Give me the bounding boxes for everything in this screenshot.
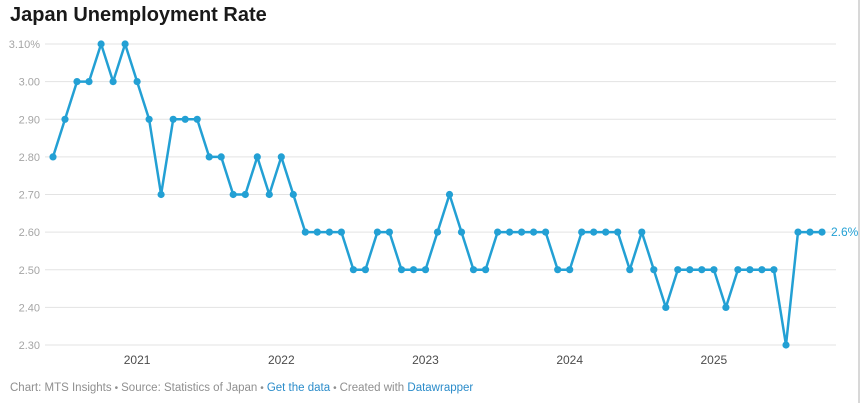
data-point[interactable] [445,190,454,199]
data-point[interactable] [433,228,442,236]
chart-credit: Chart: MTS Insights [10,382,112,394]
data-point[interactable] [361,266,369,274]
y-tick-label: 2.80 [19,152,40,164]
data-point[interactable] [710,266,718,274]
data-point[interactable] [121,40,129,48]
data-point[interactable] [506,228,514,236]
data-point[interactable] [686,266,694,274]
data-point[interactable] [554,266,562,274]
data-point[interactable] [782,341,790,349]
data-point[interactable] [61,115,69,123]
data-point[interactable] [133,78,141,86]
data-point[interactable] [277,153,285,161]
y-tick-label: 2.70 [19,190,40,202]
data-point[interactable] [169,115,177,123]
x-tick-label: 2023 [412,353,439,367]
data-point[interactable] [650,266,658,274]
data-point[interactable] [770,266,778,274]
data-point[interactable] [566,266,574,274]
source-credit: Source: Statistics of Japan [121,382,258,394]
data-point[interactable] [469,266,478,274]
data-point[interactable] [145,115,153,123]
data-point[interactable] [385,228,393,236]
data-point[interactable] [494,228,502,236]
data-point[interactable] [806,228,814,236]
y-tick-label: 2.90 [19,114,40,126]
y-tick-label: 2.30 [19,340,40,352]
data-point[interactable] [373,228,381,236]
y-tick-label: 3.00 [19,77,40,89]
data-point[interactable] [49,153,57,161]
data-point[interactable] [349,266,357,274]
y-tick-label: 2.50 [19,265,40,277]
data-point[interactable] [482,266,490,274]
x-tick-label: 2025 [701,353,728,367]
created-with-text: Created with [339,382,405,394]
data-point[interactable] [109,78,117,86]
x-tick-label: 2024 [556,353,583,367]
data-point[interactable] [518,228,526,236]
data-point[interactable] [337,228,345,236]
datawrapper-link[interactable]: Datawrapper [407,382,474,394]
data-point[interactable] [457,228,466,236]
separator-dot: • [333,383,337,394]
scrollbar[interactable] [858,0,860,403]
data-point[interactable] [614,228,622,236]
separator-dot: • [260,383,264,394]
data-point[interactable] [662,303,670,311]
data-point[interactable] [674,266,682,274]
chart-title: Japan Unemployment Rate [10,4,267,26]
data-point[interactable] [758,266,766,274]
data-point[interactable] [193,115,201,123]
data-point[interactable] [205,153,213,161]
y-tick-label: 3.10% [9,39,40,51]
get-data-link[interactable]: Get the data [266,382,331,394]
data-point[interactable] [409,266,418,274]
data-point[interactable] [301,228,309,236]
data-point[interactable] [73,78,81,86]
data-point[interactable] [734,266,742,274]
data-point[interactable] [638,228,646,236]
separator-dot: • [114,383,119,394]
data-point[interactable] [590,228,598,236]
data-point[interactable] [602,228,610,236]
data-point[interactable] [542,228,550,236]
end-value-label: 2.6% [831,225,859,239]
data-point[interactable] [253,153,261,161]
data-point[interactable] [289,190,297,199]
data-point[interactable] [746,266,754,274]
data-point[interactable] [578,228,586,236]
data-point[interactable] [265,190,273,199]
data-point[interactable] [181,115,189,123]
data-point[interactable] [421,266,430,274]
data-point[interactable] [530,228,538,236]
data-point[interactable] [85,78,93,86]
data-point[interactable] [397,266,406,274]
data-point[interactable] [698,266,706,274]
chart-footer: Chart: MTS Insights • Source: Statistics o… [10,382,473,394]
data-point[interactable] [313,228,321,236]
data-point[interactable] [325,228,333,236]
data-point[interactable] [722,303,730,311]
data-point[interactable] [217,153,225,161]
x-tick-label: 2021 [124,353,151,367]
y-tick-label: 2.40 [19,302,40,314]
data-point[interactable] [97,40,105,48]
data-point[interactable] [794,228,802,236]
data-point[interactable] [241,190,249,199]
data-point[interactable] [626,266,634,274]
data-point[interactable] [157,190,165,199]
data-point[interactable] [229,190,237,199]
data-point[interactable] [818,228,826,236]
y-tick-label: 2.60 [19,227,40,239]
x-tick-label: 2022 [268,353,295,367]
